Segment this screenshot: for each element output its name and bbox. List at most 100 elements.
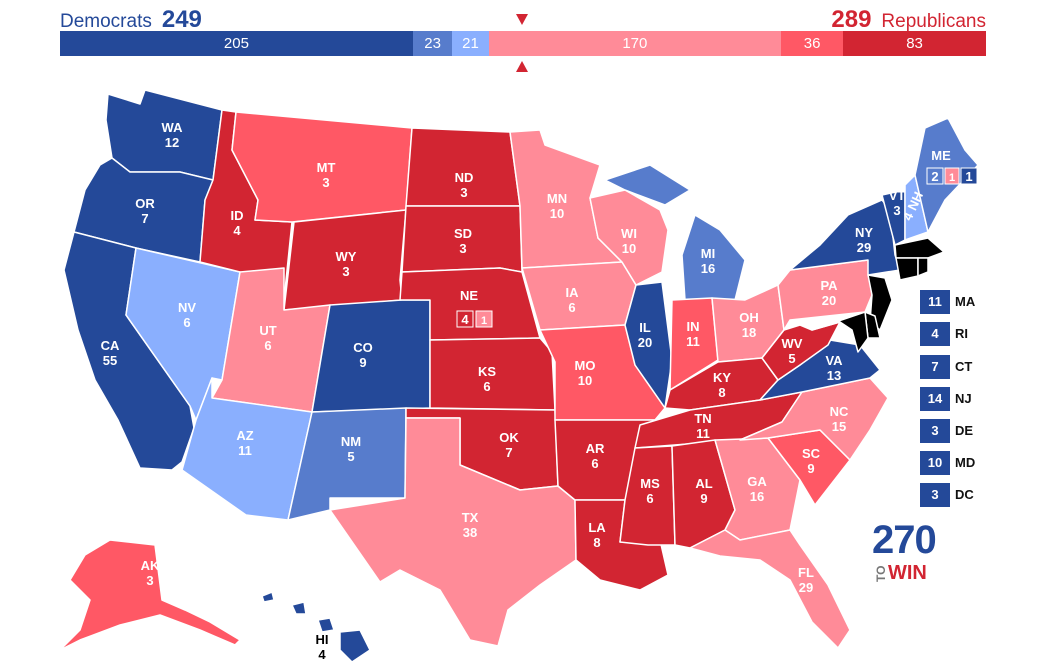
state-label-or: OR 7 bbox=[135, 196, 155, 226]
bar-segment-lean-dem[interactable]: 21 bbox=[452, 31, 489, 56]
electoral-vote-bar: 205 23 21 170 36 83 bbox=[60, 31, 986, 56]
me-district-3-box[interactable] bbox=[960, 167, 978, 185]
state-label-fl: FL 29 bbox=[798, 565, 814, 595]
me-district-2-box[interactable] bbox=[944, 167, 960, 185]
me-district-2-label: 1 bbox=[949, 172, 955, 184]
state-ri[interactable] bbox=[917, 257, 929, 277]
state-label-ia: IA 6 bbox=[566, 285, 580, 315]
small-state-ev-box[interactable]: 7 bbox=[920, 355, 950, 379]
small-state-nj[interactable]: 14 NJ bbox=[920, 387, 1030, 411]
state-label-in: IN 11 bbox=[686, 319, 700, 349]
state-label-mi: MI 16 bbox=[701, 246, 715, 276]
small-state-abbr: CT bbox=[955, 359, 973, 374]
state-label-al: AL 9 bbox=[695, 476, 712, 506]
state-label-ks: KS 6 bbox=[478, 364, 496, 394]
state-md[interactable] bbox=[811, 311, 869, 353]
small-state-de[interactable]: 3 DE bbox=[920, 419, 1030, 443]
270towin-logo[interactable]: 270 TO WIN bbox=[872, 518, 952, 584]
small-state-ma[interactable]: 11 MA bbox=[920, 290, 1030, 314]
state-label-oh: OH 18 bbox=[739, 310, 759, 340]
bar-segment-likely-rep[interactable]: 36 bbox=[781, 31, 844, 56]
democrats-label: Democrats bbox=[60, 11, 152, 32]
state-label-ne: NE bbox=[460, 288, 478, 303]
small-state-md[interactable]: 10 MD bbox=[920, 451, 1030, 475]
ne-district-1-label: 4 bbox=[461, 312, 469, 327]
state-ct[interactable] bbox=[895, 257, 919, 281]
state-label-va: VA 13 bbox=[825, 353, 843, 383]
state-label-wv: WV 5 bbox=[782, 336, 803, 366]
bar-segment-safe-dem[interactable]: 205 bbox=[60, 31, 413, 56]
ne-district-2-box[interactable] bbox=[475, 310, 493, 328]
state-label-la: LA 8 bbox=[588, 520, 606, 550]
small-state-ev-box[interactable]: 3 bbox=[920, 483, 950, 507]
bar-segment-likely-dem[interactable]: 23 bbox=[412, 31, 453, 56]
ne-district-2-label: 1 bbox=[481, 315, 487, 327]
state-label-il: IL 20 bbox=[638, 320, 652, 350]
state-label-sc: SC 9 bbox=[802, 446, 821, 476]
state-label-pa: PA 20 bbox=[820, 278, 838, 308]
state-label-mt: MT 3 bbox=[317, 160, 336, 190]
state-label-wi: WI 10 bbox=[621, 226, 637, 256]
state-label-ky: KY 8 bbox=[713, 370, 731, 400]
logo-to: TO bbox=[874, 565, 888, 582]
republicans-ev-count: 289 bbox=[831, 6, 872, 33]
state-hi[interactable] bbox=[261, 591, 371, 663]
bar-segment-safe-rep[interactable]: 83 bbox=[843, 31, 986, 56]
state-label-mn: MN 10 bbox=[547, 191, 567, 221]
state-label-wy: WY 3 bbox=[336, 249, 357, 279]
me-district-1-box[interactable] bbox=[926, 167, 944, 185]
state-ia[interactable] bbox=[521, 261, 637, 331]
state-label-co: CO 9 bbox=[353, 340, 373, 370]
logo-number: 270 bbox=[872, 518, 937, 562]
state-label-me: ME bbox=[931, 148, 951, 163]
state-label-nv: NV 6 bbox=[178, 300, 196, 330]
small-state-abbr: NJ bbox=[955, 391, 972, 406]
state-label-vt: VT 3 bbox=[889, 188, 906, 218]
state-ak[interactable] bbox=[59, 539, 241, 651]
republicans-total: 289 Republicans bbox=[831, 6, 986, 33]
small-state-dc[interactable]: 3 DC bbox=[920, 483, 1030, 507]
small-state-ev-box[interactable]: 10 bbox=[920, 451, 950, 475]
state-label-tx: TX 38 bbox=[462, 510, 479, 540]
state-label-ga: GA 16 bbox=[747, 474, 767, 504]
state-label-ny: NY 29 bbox=[855, 225, 873, 255]
state-label-mo: MO 10 bbox=[575, 358, 596, 388]
state-wi[interactable] bbox=[589, 189, 669, 286]
republicans-label: Republicans bbox=[881, 11, 986, 32]
small-state-abbr: MD bbox=[955, 455, 976, 470]
state-label-nd: ND 3 bbox=[455, 170, 474, 200]
ne-district-1-box[interactable] bbox=[456, 310, 474, 328]
small-state-ct[interactable]: 7 CT bbox=[920, 355, 1030, 379]
state-label-ok: OK 7 bbox=[499, 430, 519, 460]
state-label-nm: NM 5 bbox=[341, 434, 361, 464]
state-ks[interactable] bbox=[429, 337, 556, 411]
bar-segment-lean-rep[interactable]: 170 bbox=[488, 31, 782, 56]
state-fl[interactable] bbox=[689, 529, 851, 649]
state-label-ms: MS 6 bbox=[640, 476, 660, 506]
state-nc[interactable] bbox=[739, 377, 889, 461]
logo-win: WIN bbox=[888, 562, 927, 584]
small-state-abbr: MA bbox=[955, 294, 976, 309]
state-co[interactable] bbox=[311, 299, 431, 413]
state-label-tn: TN 11 bbox=[694, 411, 711, 441]
small-state-ev-box[interactable]: 14 bbox=[920, 387, 950, 411]
small-state-ev-box[interactable]: 11 bbox=[920, 290, 950, 314]
me-district-1-label: 2 bbox=[931, 169, 938, 184]
democrats-total: Democrats 249 bbox=[60, 6, 202, 33]
small-state-ev-box[interactable]: 4 bbox=[920, 322, 950, 346]
state-label-az: AZ 11 bbox=[236, 428, 253, 458]
state-label-sd: SD 3 bbox=[454, 226, 472, 256]
small-state-abbr: DC bbox=[955, 487, 974, 502]
state-tx[interactable] bbox=[329, 417, 577, 647]
state-label-ak: AK 3 bbox=[141, 558, 160, 588]
state-label-ut: UT 6 bbox=[259, 323, 276, 353]
state-ma[interactable] bbox=[894, 237, 945, 259]
me-district-3-label: 1 bbox=[965, 169, 972, 184]
state-label-hi: HI 4 bbox=[316, 632, 329, 662]
midpoint-marker-bottom-icon bbox=[516, 61, 528, 72]
small-state-ev-box[interactable]: 3 bbox=[920, 419, 950, 443]
state-label-id: ID 4 bbox=[231, 208, 244, 238]
small-state-ri[interactable]: 4 RI bbox=[920, 322, 1030, 346]
state-label-ar: AR 6 bbox=[586, 441, 605, 471]
